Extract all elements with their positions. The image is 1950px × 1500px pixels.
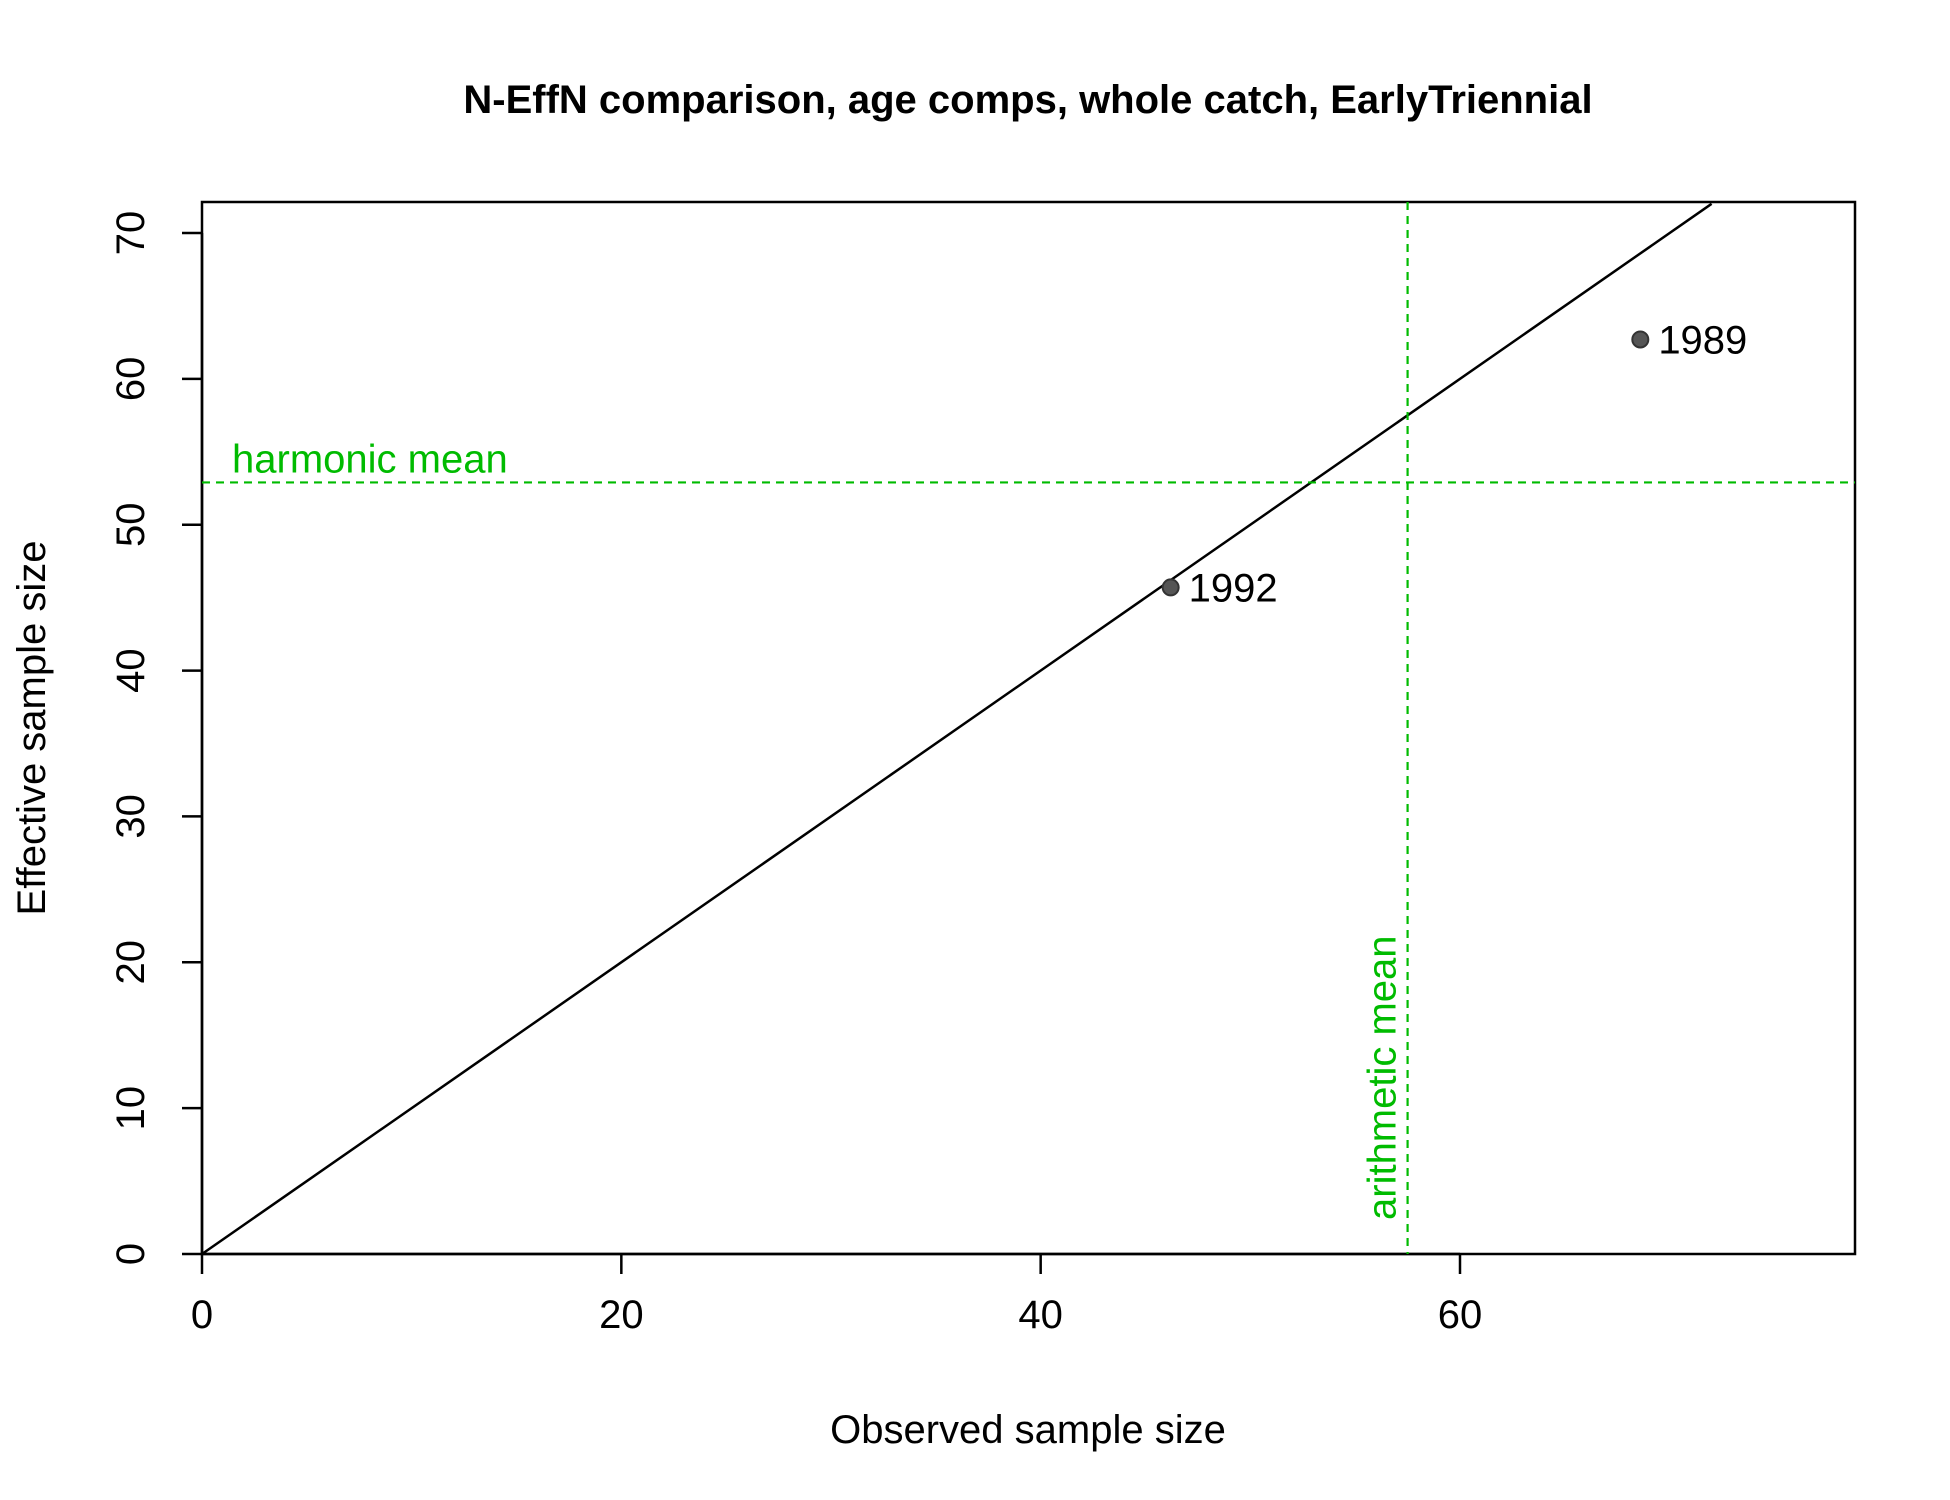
y-tick-label: 30 <box>109 794 153 839</box>
identity-line <box>201 202 1713 1256</box>
y-axis: 0 10 20 30 40 50 60 70 <box>109 211 204 1265</box>
data-point <box>1631 330 1650 349</box>
reference-lines: harmonic mean arithmetic mean <box>201 202 1855 1256</box>
chart-title: N-EffN comparison, age comps, whole catc… <box>463 78 1592 122</box>
x-tick-label: 40 <box>1018 1293 1063 1337</box>
harmonic-mean-label: harmonic mean <box>232 437 508 481</box>
y-tick-label: 60 <box>109 357 153 402</box>
plot-area: 0 20 40 60 0 10 20 30 40 50 60 70 harmonic mean ari… <box>109 200 1857 1337</box>
y-tick-label: 70 <box>109 211 153 256</box>
x-tick-label: 60 <box>1438 1293 1483 1337</box>
y-tick-label: 20 <box>109 940 153 985</box>
y-tick-label: 50 <box>109 502 153 547</box>
point-label: 1989 <box>1658 318 1747 362</box>
y-tick-label: 0 <box>109 1243 153 1265</box>
x-tick-label: 20 <box>599 1293 644 1337</box>
data-points: 1992 1989 <box>1161 318 1747 610</box>
y-axis-label: Effective sample size <box>10 541 54 916</box>
y-tick-label: 10 <box>109 1086 153 1131</box>
plot-frame <box>200 200 1857 1256</box>
y-tick-label: 40 <box>109 648 153 693</box>
x-axis: 0 20 40 60 <box>191 1252 1483 1337</box>
x-axis-label: Observed sample size <box>830 1408 1226 1452</box>
data-point <box>1161 578 1180 597</box>
x-tick-label: 0 <box>191 1293 213 1337</box>
point-label: 1992 <box>1189 566 1278 610</box>
arithmetic-mean-label: arithmetic mean <box>1361 935 1405 1220</box>
